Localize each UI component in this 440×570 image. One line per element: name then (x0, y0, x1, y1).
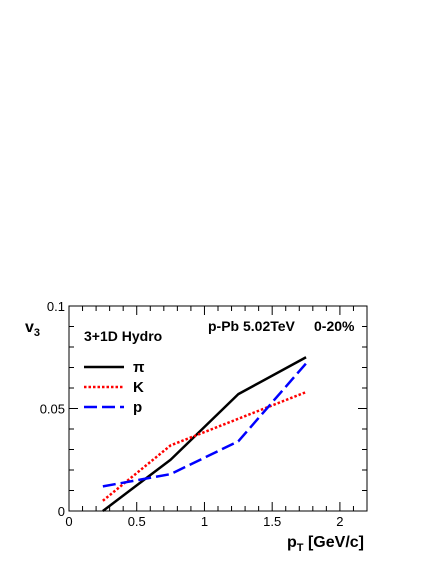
x-axis-title-rest: [GeV/c] (304, 534, 364, 551)
x-axis-title: pT [GeV/c] (287, 534, 364, 554)
legend: πKp (84, 359, 145, 416)
y-axis-title-main: v (25, 319, 34, 336)
series-line-solid (102, 356, 307, 512)
x-tick-label: 0 (65, 514, 72, 529)
system-annotation: p-Pb 5.02TeV (208, 318, 296, 334)
x-axis-ticks: 0 0.5 1 1.5 2 (65, 306, 368, 529)
series-layer (102, 356, 307, 512)
legend-label: π (133, 359, 145, 376)
x-tick-label: 1 (201, 514, 208, 529)
series-line-dotted (102, 390, 307, 502)
x-tick-label: 1.5 (263, 514, 281, 529)
legend-label: p (133, 399, 142, 416)
y-axis-title-sub: 3 (34, 327, 40, 339)
legend-label: K (133, 379, 144, 396)
y-axis-ticks: 0 0.05 0.1 (40, 299, 367, 519)
centrality-annotation: 0-20% (314, 318, 355, 334)
x-tick-label: 2 (336, 514, 343, 529)
model-annotation: 3+1D Hydro (84, 328, 162, 344)
y-axis-title: v3 (25, 319, 40, 339)
x-tick-label: 0.5 (128, 514, 146, 529)
x-axis-title-main: p (287, 534, 297, 551)
x-axis-title-sub: T (297, 542, 304, 554)
y-tick-label: 0.05 (40, 402, 65, 417)
y-tick-label: 0.1 (47, 299, 65, 314)
y-tick-label: 0 (58, 504, 65, 519)
